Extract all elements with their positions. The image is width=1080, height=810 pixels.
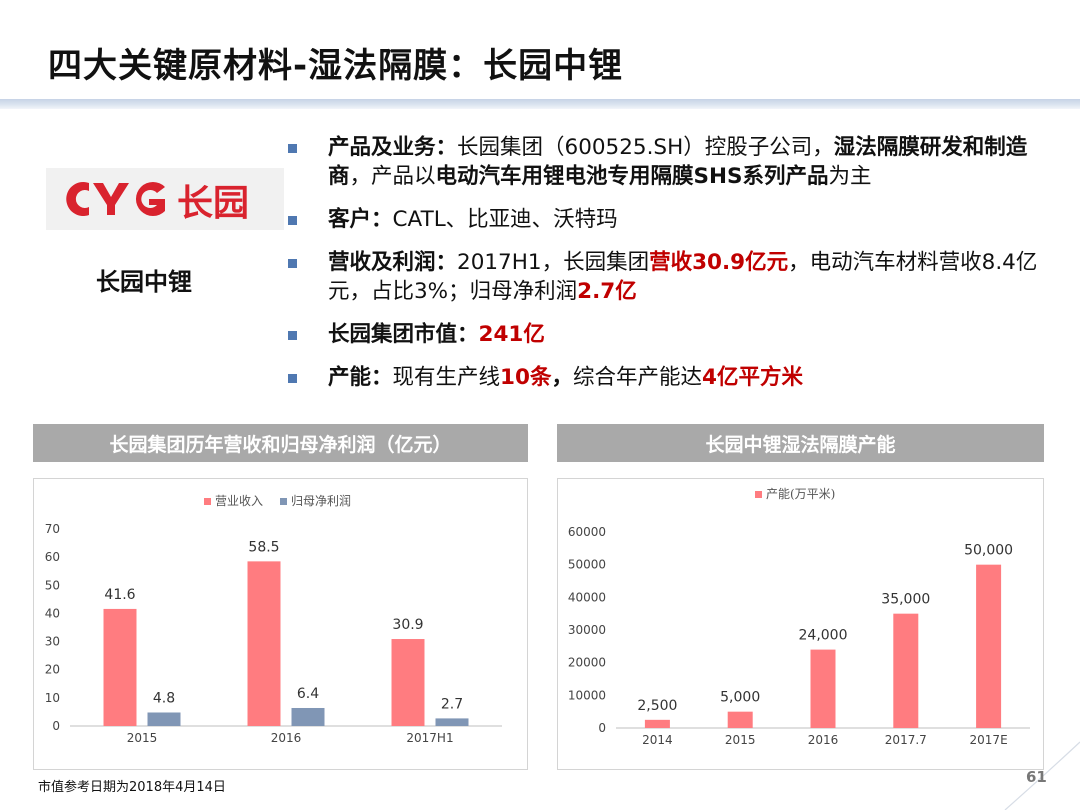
bar [893,613,919,728]
bullet-item: 长园集团市值：241亿 [288,320,1058,349]
x-tick-label: 2017E [970,733,1008,747]
revenue-chart-panel: 营业收入 归母净利润 0 10 20 30 40 50 60 70 41.6 4.8 2015 58.5 6… [33,478,528,770]
data-label: 2.7 [441,696,463,712]
bullet-text: 客户： [328,207,393,232]
bullet-text: 产品及业务： [328,135,458,160]
y-tick-label: 60000 [568,525,606,539]
bullet-text: 10条 [500,365,552,390]
chart-title-revenue: 长园集团历年营收和归母净利润（亿元） [33,424,528,462]
y-tick-label: 30000 [568,623,606,637]
bar [644,719,670,728]
bullet-text: ， [551,365,573,390]
bullet-list: 产品及业务：长园集团（600525.SH）控股子公司，湿法隔膜研发和制造商，产品… [288,133,1058,406]
bullet-text: 2.7亿 [577,279,637,304]
bullet-text: 电动汽车用锂电池专用隔膜SHS系列产品 [435,164,829,189]
bullet-square-icon [288,374,297,383]
x-tick-label: 2016 [808,733,839,747]
x-tick-label: 2015 [127,731,158,745]
chart-title-capacity: 长园中锂湿法隔膜产能 [557,424,1044,462]
legend-swatch [204,498,211,505]
bar [976,564,1002,728]
bullet-text: ，产品以 [349,164,436,189]
bullet-item: 客户：CATL、比亚迪、沃特玛 [288,205,1058,234]
data-label: 6.4 [297,686,319,702]
bar [291,707,325,726]
bullet-text: CATL、比亚迪、沃特玛 [392,207,618,232]
legend-label: 产能(万平米) [766,487,835,501]
bullet-text: 综合年产能达 [572,365,702,390]
legend-label: 归母净利润 [291,494,351,508]
bar [435,718,469,726]
x-tick-label: 2017.7 [885,733,927,747]
bullet-square-icon [288,144,297,153]
bullet-text: 产能： [328,365,393,390]
bar [810,649,836,728]
bullet-square-icon [288,331,297,340]
bullet-text: 湿法隔膜研发和制造商 [328,135,1028,189]
revenue-profit-chart: 营业收入 归母净利润 0 10 20 30 40 50 60 70 41.6 4.8 2015 58.5 6… [45,494,502,745]
data-label: 58.5 [248,539,279,555]
legend-swatch [755,491,762,498]
bullet-text: 241亿 [478,322,545,347]
y-tick-label: 0 [52,719,60,733]
data-label: 50,000 [964,543,1013,559]
x-tick-label: 2016 [271,731,302,745]
bullet-square-icon [288,259,297,268]
x-tick-label: 2015 [725,733,756,747]
bullet-text: 2017H1，长园集团 [457,250,650,275]
legend-swatch [280,498,287,505]
y-tick-label: 50 [45,578,60,592]
data-label: 4.8 [153,690,175,706]
bar [103,608,137,726]
bar [247,561,281,726]
bullet-item: 产品及业务：长园集团（600525.SH）控股子公司，湿法隔膜研发和制造商，产品… [288,133,1058,191]
bullet-text: ，电动汽车材料营收8.4亿元，占比3%；归母净利润 [328,250,1038,304]
bullet-square-icon [288,216,297,225]
data-label: 41.6 [104,587,135,603]
company-logo: 长园 [46,168,284,230]
bullet-text: 长园集团（600525.SH）控股子公司， [457,135,834,160]
y-tick-label: 70 [45,522,60,536]
data-label: 5,000 [720,690,760,706]
data-label: 24,000 [799,628,848,644]
footnote: 市值参考日期为2018年4月14日 [38,780,226,795]
y-tick-label: 30 [45,635,60,649]
capacity-chart: 产能(万平米) 0 10000 20000 30000 40000 50000 60000 2,… [568,487,1030,747]
bar [727,711,753,728]
data-label: 30.9 [392,617,423,633]
y-tick-label: 10 [45,691,60,705]
y-tick-label: 0 [598,721,606,735]
y-tick-label: 50000 [568,558,606,572]
legend-label: 营业收入 [215,494,263,508]
bullet-text: 为主 [828,164,872,189]
page-number: 61 [1026,768,1047,786]
bullet-text: 长园集团市值： [328,322,479,347]
y-tick-label: 40000 [568,590,606,604]
y-tick-label: 60 [45,550,60,564]
y-tick-label: 20000 [568,656,606,670]
y-tick-label: 10000 [568,688,606,702]
x-tick-label: 2014 [642,733,673,747]
slide-title: 四大关键原材料-湿法隔膜：长园中锂 [48,46,624,86]
x-tick-label: 2017H1 [406,731,453,745]
bullet-text: 4亿平方米 [701,365,803,390]
bullet-item: 产能：现有生产线10条，综合年产能达4亿平方米 [288,363,1058,392]
bar [391,639,425,726]
company-name: 长园中锂 [96,268,192,296]
bar [147,712,181,726]
bullet-text: 现有生产线 [392,365,501,390]
data-label: 35,000 [881,592,930,608]
capacity-chart-panel: 产能(万平米) 0 10000 20000 30000 40000 50000 60000 2,… [557,478,1044,770]
title-underline-bar [0,99,1080,109]
y-tick-label: 20 [45,663,60,677]
bullet-text: 营收30.9亿元 [649,250,789,275]
bullet-item: 营收及利润：2017H1，长园集团营收30.9亿元，电动汽车材料营收8.4亿元，… [288,248,1058,306]
y-tick-label: 40 [45,606,60,620]
svg-text:长园: 长园 [177,183,249,224]
data-label: 2,500 [637,698,677,714]
bullet-text: 营收及利润： [328,250,458,275]
